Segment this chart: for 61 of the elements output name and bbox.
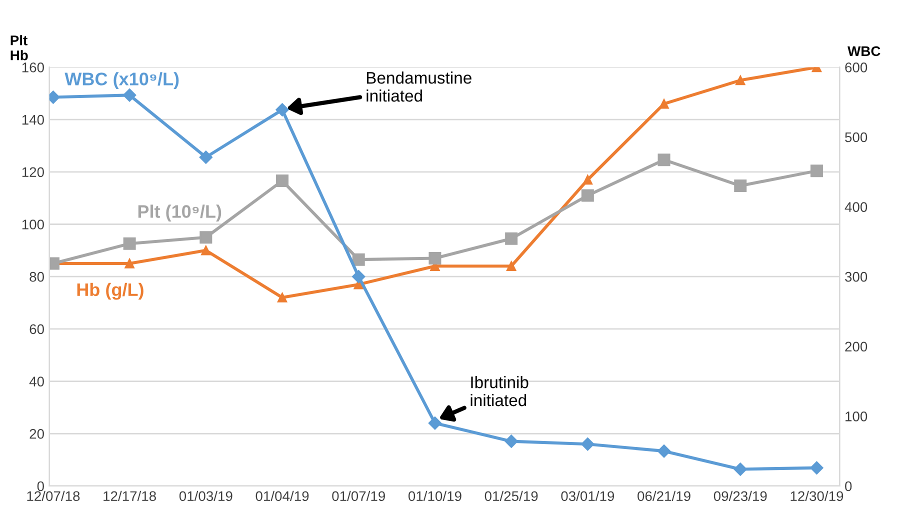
- series-label: Plt (10⁹/L): [138, 204, 222, 222]
- point: [122, 88, 136, 102]
- point: [736, 75, 746, 86]
- y-tick-label: 100: [22, 220, 44, 230]
- point: [810, 164, 823, 178]
- point: [581, 438, 594, 451]
- x-tick-label: 03/01/19: [561, 490, 614, 502]
- point: [659, 98, 669, 109]
- series-label: Hb (g/L): [77, 282, 144, 300]
- point: [506, 261, 516, 271]
- x-tick-label: 09/23/19: [714, 490, 767, 502]
- y-tick-label: 40: [29, 376, 44, 386]
- point: [201, 246, 211, 256]
- y-tick-label: 120: [22, 167, 44, 178]
- point: [123, 237, 136, 250]
- x-tick-label: 01/25/19: [484, 490, 538, 502]
- x-tick-label: 12/07/18: [27, 490, 80, 502]
- y-tick-label: 160: [22, 62, 44, 72]
- point: [352, 253, 365, 266]
- annotation: Bendamustine initiated: [366, 72, 472, 102]
- y2-tick-label: 100: [846, 412, 868, 422]
- point: [124, 258, 134, 268]
- y-tick-label: 20: [30, 428, 44, 439]
- series-label: WBC (x10⁹/L): [64, 72, 179, 89]
- annotation: Ibrutinib initiated: [470, 376, 528, 406]
- point: [200, 231, 212, 244]
- y-tick-label: 80: [30, 272, 44, 282]
- x-tick-label: 12/30/19: [790, 490, 844, 502]
- point: [582, 174, 593, 185]
- x-tick-label: 01/07/19: [332, 490, 385, 502]
- y-tick-label: 140: [22, 114, 44, 125]
- point: [658, 154, 670, 166]
- y-tick-label: 60: [30, 324, 44, 334]
- point: [505, 232, 518, 245]
- y2-tick-label: 300: [845, 272, 868, 282]
- point: [199, 150, 212, 164]
- x-tick-label: 01/03/19: [179, 490, 232, 502]
- point: [428, 416, 442, 430]
- y2-tick-label: 400: [844, 202, 868, 212]
- point: [734, 462, 747, 476]
- y-axis-title: Plt Hb: [10, 35, 28, 60]
- y2-tick-label: 600: [845, 62, 868, 72]
- y2-tick-label: 0: [845, 481, 852, 492]
- point: [810, 461, 824, 474]
- point: [276, 103, 289, 116]
- y2-axis-title: WBC: [848, 46, 880, 56]
- x-tick-label: 12/17/18: [104, 490, 156, 502]
- y-tick-label: 0: [37, 481, 44, 492]
- point: [734, 180, 747, 192]
- x-tick-label: 01/10/19: [408, 490, 462, 502]
- point: [504, 434, 518, 448]
- point: [428, 252, 442, 265]
- point: [352, 270, 366, 284]
- point: [581, 189, 594, 202]
- y2-tick-label: 500: [845, 132, 868, 142]
- y2-tick-label: 200: [845, 342, 868, 352]
- x-tick-label: 06/21/19: [638, 490, 690, 502]
- point: [657, 444, 671, 458]
- x-tick-label: 01/04/19: [256, 490, 309, 502]
- point: [276, 174, 289, 188]
- point: [277, 292, 288, 302]
